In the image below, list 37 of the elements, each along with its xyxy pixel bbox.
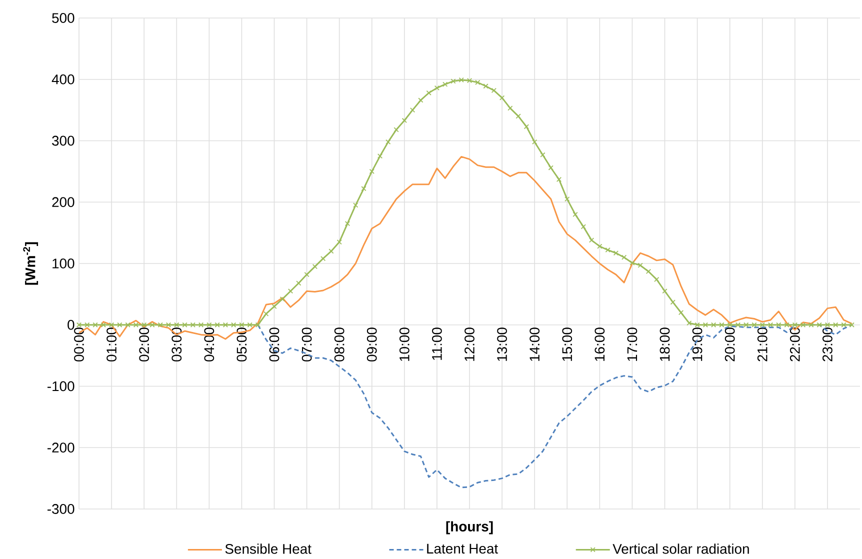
- x-tick-label: 22:00: [790, 328, 800, 362]
- y-tick-label: -100: [48, 381, 74, 392]
- x-tick-label: 00:00: [74, 328, 84, 362]
- x-tick-label: 20:00: [724, 328, 735, 362]
- x-tick-label: 04:00: [204, 328, 214, 362]
- x-axis-title: [hours]: [446, 521, 493, 534]
- x-tick-label: 09:00: [366, 328, 377, 362]
- x-tick-label: 16:00: [594, 328, 605, 361]
- x-tick-label: 07:00: [302, 328, 312, 362]
- y-tick-label: 0: [68, 320, 74, 330]
- y-tick-label: -300: [48, 504, 74, 514]
- y-axis-title: [Wm$^{-2}$]: [23, 242, 38, 285]
- x-tick-label: 23:00: [822, 328, 832, 362]
- legend-label: Latent Heat: [427, 544, 498, 554]
- x-tick-label: 21:00: [757, 328, 768, 362]
- x-tick-label: 08:00: [334, 328, 344, 362]
- y-tick-label: -200: [48, 442, 74, 453]
- x-tick-label: 06:00: [269, 328, 280, 362]
- x-tick-label: 13:00: [497, 328, 507, 361]
- x-tick-label: 18:00: [660, 328, 670, 361]
- x-tick-label: 01:00: [106, 328, 116, 362]
- x-tick-label: 02:00: [139, 328, 150, 362]
- x-tick-label: 10:00: [399, 328, 410, 361]
- y-tick-label: 300: [52, 136, 74, 146]
- x-tick-label: 12:00: [464, 328, 474, 361]
- y-tick-label: 400: [52, 74, 74, 84]
- y-tick-label: 100: [52, 258, 74, 268]
- x-tick-label: 19:00: [692, 328, 702, 361]
- x-tick-label: 14:00: [530, 328, 540, 361]
- legend-label: Sensible Heat: [225, 544, 312, 554]
- x-tick-label: 17:00: [627, 328, 638, 361]
- y-tick-label: 500: [52, 13, 74, 23]
- y-tick-label: 200: [52, 197, 74, 208]
- legend-label: Vertical solar radiation: [612, 544, 749, 554]
- x-tick-label: 05:00: [236, 328, 247, 362]
- x-tick-label: 11:00: [432, 328, 442, 360]
- x-tick-label: 15:00: [562, 328, 572, 361]
